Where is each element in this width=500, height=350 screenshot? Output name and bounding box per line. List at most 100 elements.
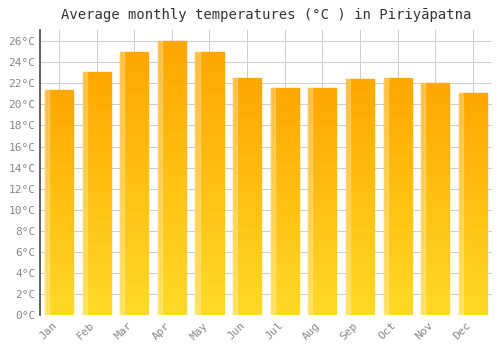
Bar: [233, 143, 261, 149]
Bar: [308, 287, 336, 293]
Bar: [120, 91, 148, 98]
Bar: [120, 210, 148, 216]
Bar: [158, 212, 186, 219]
Bar: [82, 175, 110, 181]
Bar: [458, 237, 487, 243]
Bar: [158, 267, 186, 274]
Bar: [346, 97, 374, 103]
Bar: [196, 170, 224, 177]
Bar: [308, 151, 336, 156]
Bar: [458, 148, 487, 154]
Bar: [384, 78, 388, 315]
Bar: [233, 78, 261, 315]
Bar: [158, 82, 186, 89]
Bar: [233, 84, 261, 90]
Bar: [120, 302, 148, 309]
Bar: [196, 157, 224, 164]
Bar: [346, 162, 374, 168]
Bar: [270, 151, 299, 156]
Bar: [458, 132, 487, 137]
Bar: [196, 164, 224, 170]
Bar: [120, 65, 148, 71]
Bar: [384, 220, 411, 226]
Bar: [120, 170, 148, 177]
Bar: [196, 51, 224, 58]
Bar: [196, 197, 224, 203]
Bar: [45, 169, 73, 174]
Bar: [270, 122, 299, 128]
Bar: [384, 149, 411, 155]
Bar: [158, 172, 186, 178]
Bar: [270, 117, 299, 122]
Bar: [82, 114, 110, 120]
Bar: [82, 303, 110, 309]
Bar: [233, 149, 261, 155]
Bar: [45, 112, 73, 118]
Bar: [158, 254, 186, 260]
Bar: [458, 215, 487, 221]
Bar: [158, 75, 186, 82]
Bar: [308, 259, 336, 264]
Bar: [270, 247, 299, 253]
Bar: [421, 228, 450, 234]
Bar: [196, 131, 224, 137]
Bar: [270, 156, 299, 162]
Bar: [120, 124, 148, 131]
Bar: [458, 160, 487, 165]
Bar: [270, 310, 299, 315]
Bar: [196, 65, 224, 71]
Bar: [270, 270, 299, 276]
Bar: [270, 89, 299, 94]
Bar: [346, 233, 374, 239]
Bar: [233, 226, 261, 232]
Bar: [458, 193, 487, 198]
Bar: [82, 72, 110, 78]
Bar: [458, 276, 487, 282]
Bar: [384, 303, 411, 309]
Bar: [45, 129, 73, 135]
Bar: [421, 95, 450, 101]
Bar: [196, 256, 224, 262]
Bar: [421, 298, 450, 304]
Bar: [120, 262, 148, 269]
Bar: [346, 298, 374, 303]
Bar: [233, 215, 261, 220]
Bar: [384, 209, 411, 215]
Bar: [82, 267, 110, 273]
Bar: [308, 191, 336, 196]
Bar: [308, 219, 336, 225]
Bar: [308, 270, 336, 276]
Bar: [421, 246, 450, 252]
Bar: [458, 254, 487, 260]
Bar: [45, 270, 73, 276]
Bar: [233, 107, 261, 113]
Bar: [458, 182, 487, 187]
Bar: [233, 203, 261, 209]
Bar: [346, 174, 374, 180]
Bar: [196, 85, 224, 91]
Bar: [120, 309, 148, 315]
Bar: [196, 203, 224, 210]
Bar: [196, 243, 224, 250]
Bar: [233, 96, 261, 102]
Bar: [233, 78, 237, 315]
Bar: [458, 110, 487, 115]
Bar: [308, 276, 336, 281]
Bar: [196, 124, 224, 131]
Bar: [120, 137, 148, 144]
Bar: [82, 291, 110, 297]
Bar: [384, 96, 411, 102]
Bar: [82, 242, 110, 248]
Bar: [270, 293, 299, 299]
Bar: [82, 273, 110, 279]
Bar: [458, 243, 487, 248]
Bar: [270, 179, 299, 185]
Bar: [196, 150, 224, 157]
Bar: [270, 174, 299, 179]
Bar: [120, 216, 148, 223]
Bar: [421, 106, 450, 112]
Bar: [82, 133, 110, 139]
Bar: [233, 131, 261, 137]
Bar: [45, 287, 73, 293]
Bar: [270, 276, 299, 281]
